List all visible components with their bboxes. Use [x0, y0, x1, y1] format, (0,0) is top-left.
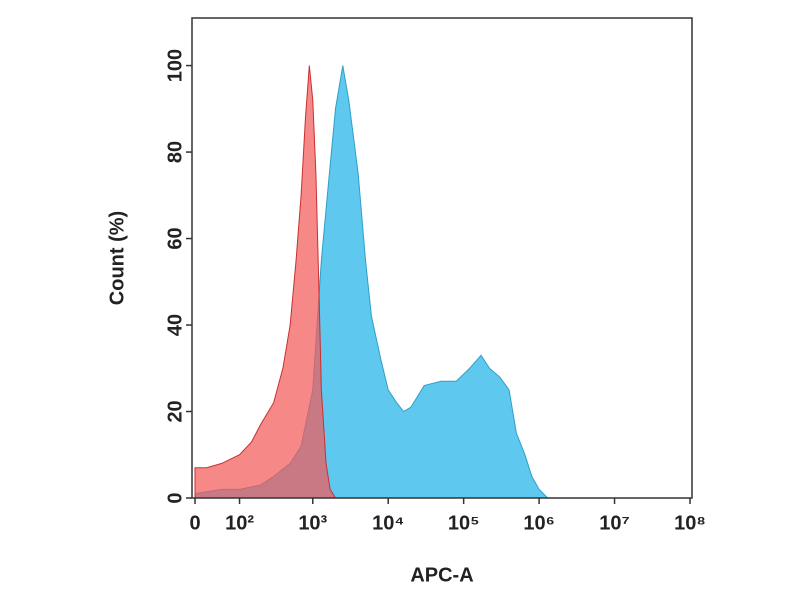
- x-tick-label: 10⁷: [599, 512, 630, 534]
- x-tick-label: 10⁵: [448, 512, 480, 534]
- y-tick-label: 80: [164, 141, 186, 163]
- plot-frame: [191, 17, 693, 499]
- x-tick-label: 0: [189, 512, 200, 534]
- y-tick-label: 60: [164, 227, 186, 249]
- y-tick-label: 0: [164, 492, 186, 503]
- x-tick-label: 10²: [225, 512, 254, 534]
- x-tick-label: 10³: [298, 512, 327, 534]
- y-axis-title: Count (%): [106, 211, 128, 305]
- x-axis-title: APC-A: [410, 564, 473, 586]
- histogram-area: [194, 65, 337, 499]
- y-tick-label: 40: [164, 314, 186, 336]
- y-tick-label: 100: [164, 49, 186, 82]
- x-tick-label: 10⁸: [674, 512, 706, 534]
- histogram-area: [194, 65, 562, 499]
- x-tick-label: 10⁶: [523, 512, 554, 534]
- y-tick-label: 20: [164, 400, 186, 422]
- x-tick-label: 10⁴: [372, 512, 404, 534]
